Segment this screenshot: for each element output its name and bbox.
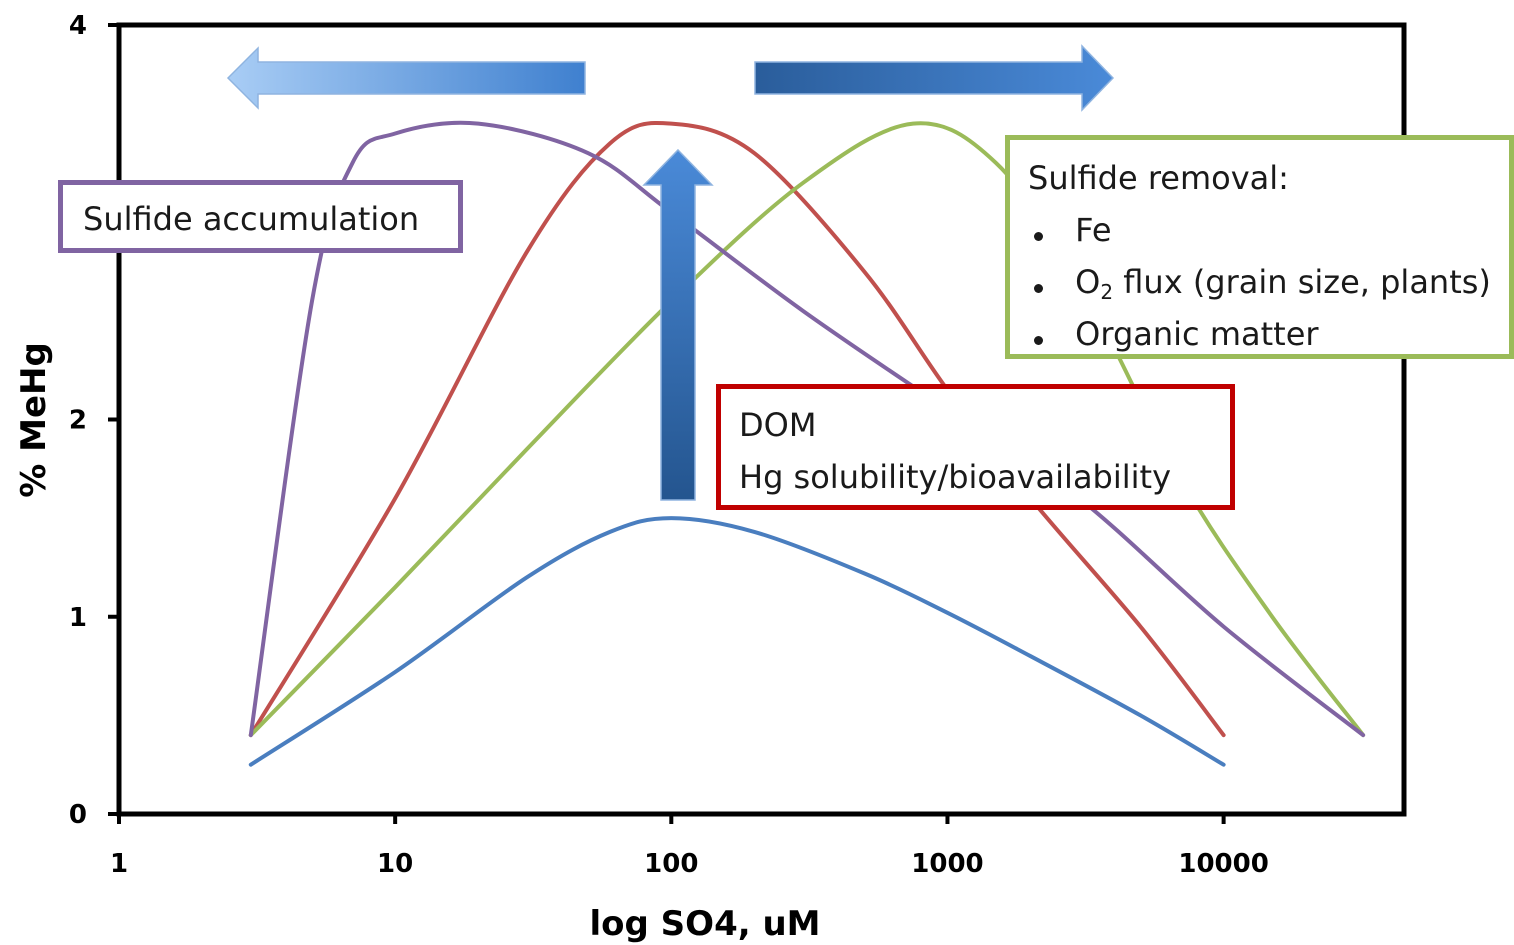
dom-box: DOM Hg solubility/bioavailability: [716, 384, 1235, 510]
series-line-1: [248, 516, 1226, 767]
sulfide-removal-title: Sulfide removal:: [1028, 159, 1289, 197]
sulfide-accumulation-label: Sulfide accumulation: [83, 200, 420, 238]
arrow-layer: [226, 44, 1115, 501]
y-tick-label: 2: [69, 406, 87, 436]
x-tick-label: 100: [644, 849, 698, 879]
sulfide-removal-item-organic: Organic matter: [1028, 308, 1509, 360]
arrow-up-icon: [642, 148, 714, 501]
y-tick-label: 0: [69, 800, 87, 830]
series-line-3: [248, 121, 1366, 738]
sulfide-removal-item-fe: Fe: [1028, 204, 1509, 256]
sulfide-removal-item-fe-text: Fe: [1075, 211, 1112, 249]
y-tick-label: 4: [69, 11, 87, 41]
y-tick-label: 1: [69, 603, 87, 633]
sulfide-removal-item-o2-text: O2 flux (grain size, plants): [1075, 263, 1491, 304]
dom-label: DOM: [739, 406, 817, 444]
x-tick-label: 1000: [911, 849, 983, 879]
dom-subtitle: Hg solubility/bioavailability: [739, 458, 1172, 496]
series-line-2: [248, 120, 1226, 738]
bullet-icon: [1034, 232, 1043, 241]
x-tick-label: 10000: [1178, 849, 1268, 879]
sulfide-accumulation-box: Sulfide accumulation: [58, 180, 463, 253]
arrow-left-icon: [226, 46, 586, 110]
arrow-right-icon: [754, 44, 1115, 112]
bullet-icon: [1034, 336, 1043, 345]
x-tick-label: 1: [110, 849, 128, 879]
sulfide-removal-item-organic-text: Organic matter: [1075, 315, 1319, 353]
bullet-icon: [1034, 284, 1043, 293]
sulfide-removal-item-o2: O2 flux (grain size, plants): [1028, 256, 1509, 308]
sulfide-removal-box: Sulfide removal: Fe O2 flux (grain size,…: [1005, 135, 1514, 359]
x-tick-label: 10: [377, 849, 413, 879]
x-axis-title: log SO4, uM: [589, 904, 820, 944]
y-axis-title: % MeHg: [14, 342, 54, 498]
